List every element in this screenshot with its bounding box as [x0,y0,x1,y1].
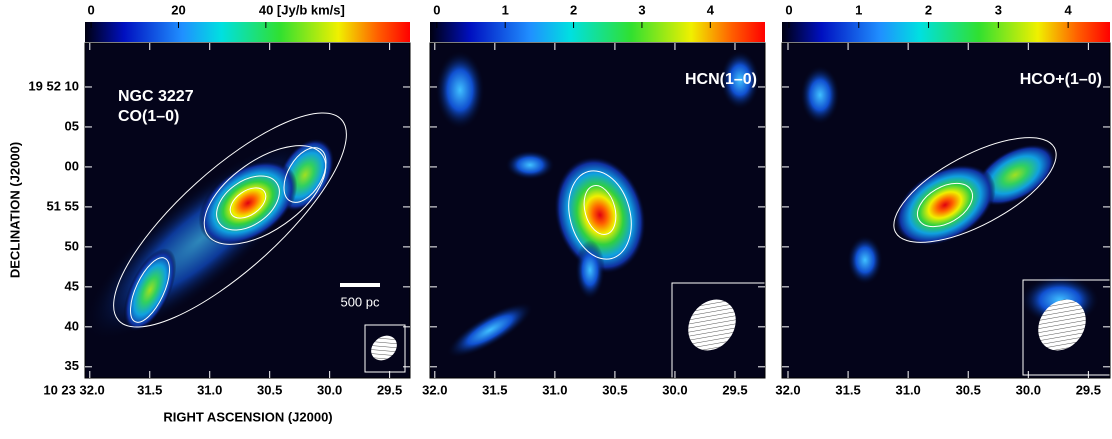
x-tick-label: 31.5 [137,382,162,397]
map-label: CO(1–0) [118,108,179,125]
colorbar-tick-label: 3 [995,2,1002,17]
x-tick-label: 29.5 [1076,382,1101,397]
y-tick-label: 05 [65,118,79,133]
colorbar [782,22,1110,42]
x-tick-label: 30.5 [602,382,627,397]
colorbar [85,22,410,42]
x-tick-label: 30.5 [956,382,981,397]
x-tick-label: 29.5 [722,382,747,397]
x-tick-label: 31.0 [895,382,920,397]
y-tick-label: 51 55 [46,198,79,213]
colorbar-tick-label: 0 [433,2,440,17]
plot-frame [84,42,411,379]
colorbar-tick-label: 1 [502,2,509,17]
y-tick-label: 45 [65,278,79,293]
x-tick-label: 31.0 [542,382,567,397]
colorbar-tick-label: 0 [785,2,792,17]
colorbar-tick-label: 4 [707,2,715,17]
x-tick-label: 32.0 [422,382,447,397]
x-tick-label: 29.5 [377,382,402,397]
x-tick-label: 30.0 [662,382,687,397]
x-tick-label: 30.0 [317,382,342,397]
x-tick-label: 30.5 [257,382,282,397]
x-tick-label: 31.5 [482,382,507,397]
x-tick-label: 30.0 [1016,382,1041,397]
colorbar-tick-label: 3 [638,2,645,17]
map-image [430,43,765,378]
colorbar [430,22,765,42]
y-tick-label: 35 [65,358,79,373]
y-tick-label: 40 [65,318,79,333]
colorbar-tick-label: 1 [855,2,862,17]
colorbar-tick-label: 2 [570,2,577,17]
y-tick-label: 19 52 10 [28,78,79,93]
x-tick-label: 10 23 32.0 [43,382,104,397]
plot-frame [781,42,1111,379]
colorbar-tick-label: 4 [1065,2,1073,17]
scale-bar-label: 500 pc [340,294,380,309]
y-tick-label: 00 [65,158,79,173]
colorbar-tick-label: 0 [87,2,94,17]
colorbar-tick-label: 40 [Jy/b km/s] [259,2,345,17]
colorbar-tick-label: 20 [171,2,185,17]
map-label: HCO+(1–0) [1020,71,1102,88]
x-tick-label: 31.5 [835,382,860,397]
x-axis-label: RIGHT ASCENSION (J2000) [163,409,332,424]
y-axis-label: DECLINATION (J2000) [7,142,22,278]
plot-frame [429,42,766,379]
x-tick-label: 31.0 [197,382,222,397]
map-image [782,43,1110,378]
map-label: HCN(1–0) [685,71,757,88]
colorbar-tick-label: 2 [925,2,932,17]
map-image [85,43,410,378]
x-tick-label: 32.0 [775,382,800,397]
map-label: NGC 3227 [118,88,194,105]
y-tick-label: 50 [65,238,79,253]
